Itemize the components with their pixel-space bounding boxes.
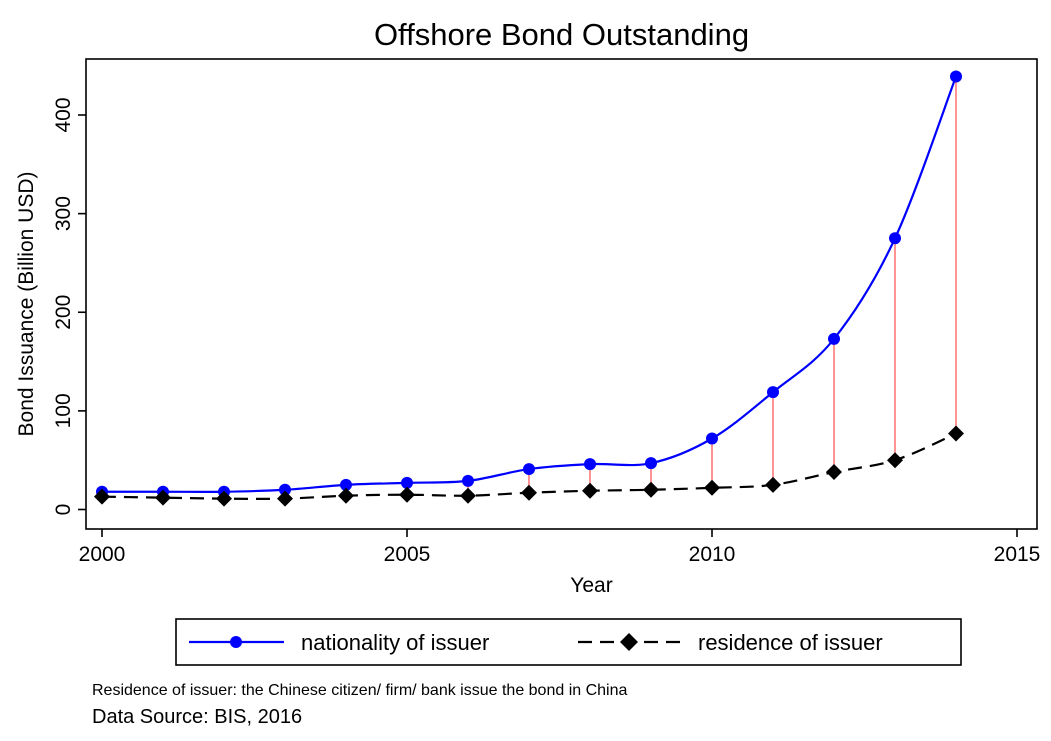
point-residence [826,464,842,481]
point-residence [460,487,476,504]
point-nationality [767,386,779,399]
point-nationality [706,432,718,445]
y-axis-label: Bond Issuance (Billion USD) [15,172,38,437]
point-residence [155,489,171,506]
point-nationality [828,332,840,345]
x-tick-label: 2010 [689,543,736,566]
legend-label-nationality: nationality of issuer [301,630,489,655]
point-residence [338,487,354,504]
data-source: Data Source: BIS, 2016 [92,706,303,728]
point-residence [948,425,964,442]
point-residence [216,490,232,507]
point-residence [765,476,781,493]
point-residence [277,490,293,507]
chart-note: Residence of issuer: the Chinese citizen… [92,682,628,699]
point-nationality [889,232,901,245]
point-residence [704,479,720,496]
point-nationality [462,474,474,487]
y-tick-label: 0 [52,504,75,516]
legend-box [175,618,962,666]
point-nationality [279,483,291,496]
point-residence [94,488,110,505]
legend-marker-residence [620,633,638,651]
series-line-nationality [102,76,958,493]
point-residence [582,482,598,499]
point-residence [887,452,903,469]
point-nationality [950,70,962,83]
x-axis-label: Year [570,574,612,597]
point-residence [521,484,537,501]
legend-marker-nationality [230,636,242,648]
point-nationality [401,476,413,489]
x-tick-label: 2000 [79,543,126,566]
point-nationality [523,463,535,476]
point-residence [643,481,659,498]
point-nationality [645,457,657,470]
point-nationality [340,478,352,491]
y-tick-label: 300 [52,196,75,231]
y-tick-label: 100 [52,393,75,428]
x-tick-label: 2005 [384,543,431,566]
y-tick-label: 200 [52,295,75,330]
y-tick-label: 400 [52,97,75,132]
point-nationality [584,458,596,471]
x-tick-label: 2015 [994,543,1041,566]
point-residence [399,486,415,503]
plot-frame [85,58,1038,530]
chart-title: Offshore Bond Outstanding [374,17,749,52]
legend-label-residence: residence of issuer [698,630,883,655]
